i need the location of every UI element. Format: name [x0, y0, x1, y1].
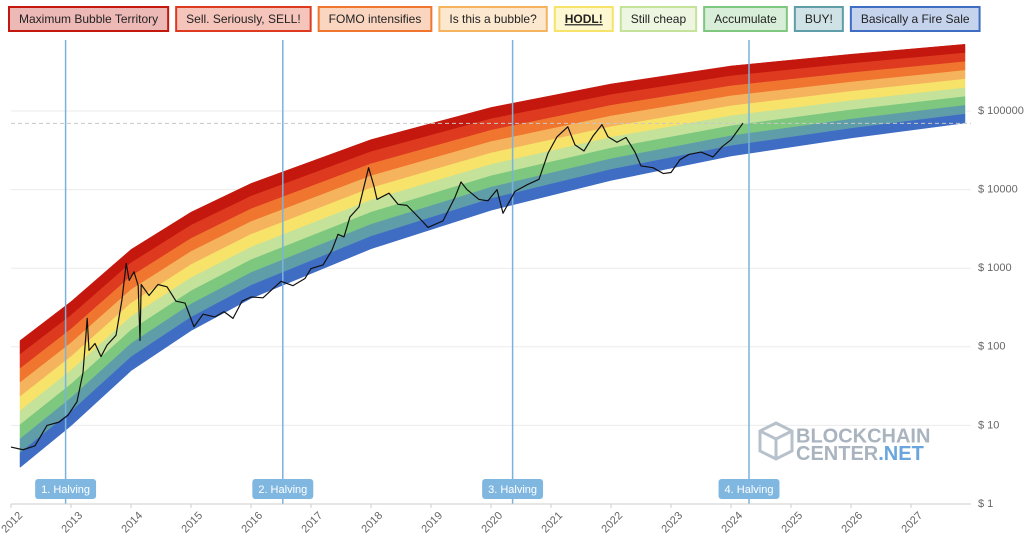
watermark: BLOCKCHAIN CENTER.NET [758, 421, 930, 465]
x-tick-label: 2027 [899, 510, 925, 536]
x-tick-label: 2026 [839, 510, 865, 536]
y-tick-label: $ 10000 [978, 183, 1018, 195]
legend-label[interactable]: Maximum Bubble Territory [19, 12, 158, 26]
halving-label-box [252, 479, 314, 499]
legend-item[interactable]: Basically a Fire Sale [849, 6, 981, 32]
watermark-cube-edges [759, 429, 793, 459]
y-tick-label: $ 10 [978, 419, 999, 431]
halving-label-box [718, 479, 780, 499]
band-floor [19, 122, 966, 468]
halving-label: 1. Halving [41, 484, 90, 496]
x-tick-label: 2012 [0, 510, 25, 536]
x-tick-label: 2021 [539, 510, 565, 536]
legend-label[interactable]: Accumulate [714, 12, 777, 26]
x-tick-label: 2017 [299, 510, 325, 536]
x-tick-label: 2019 [419, 510, 445, 536]
x-tick-label: 2013 [59, 510, 85, 536]
legend-box[interactable] [175, 6, 312, 32]
x-tick-label: 2014 [119, 510, 145, 536]
watermark-center: CENTER [796, 443, 879, 465]
legend-label[interactable]: Is this a bubble? [449, 12, 537, 26]
watermark-icon [758, 421, 794, 461]
x-tick-label: 2025 [779, 510, 805, 536]
legend-box[interactable] [438, 6, 548, 32]
legend-label[interactable]: FOMO intensifies [329, 12, 422, 26]
x-tick-label: 2018 [359, 510, 385, 536]
x-tick-label: 2020 [479, 510, 505, 536]
legend-box[interactable] [8, 6, 170, 32]
price-line [10, 122, 744, 451]
legend-label[interactable]: Sell. Seriously, SELL! [186, 12, 301, 26]
halving-label-box [35, 479, 97, 499]
legend-box[interactable] [553, 6, 614, 32]
x-tick-label: 2015 [179, 510, 205, 536]
legend-item[interactable]: Still cheap [619, 6, 698, 32]
legend-item[interactable]: FOMO intensifies [317, 6, 433, 32]
halving-label-box [482, 479, 544, 499]
legend-box[interactable] [619, 6, 698, 32]
bands-layer [19, 43, 966, 468]
y-tick-label: $ 1 [978, 498, 993, 510]
legend-item[interactable]: BUY! [793, 6, 844, 32]
halving-label: 2. Halving [258, 484, 307, 496]
legend-box[interactable] [703, 6, 788, 32]
halving-label: 4. Halving [725, 484, 774, 496]
legend-label[interactable]: HODL! [565, 12, 603, 26]
legend-label[interactable]: Basically a Fire Sale [861, 12, 970, 26]
halving-label: 3. Halving [488, 484, 537, 496]
y-tick-label: $ 1000 [978, 262, 1012, 274]
y-tick-label: $ 100000 [978, 105, 1024, 117]
x-tick-label: 2024 [719, 510, 745, 536]
x-tick-label: 2022 [599, 510, 625, 536]
legend-item[interactable]: HODL! [553, 6, 614, 32]
lines-layer: 1. Halving 2. Halving 3. Halving 4. Halving [10, 40, 971, 504]
legend-box[interactable] [317, 6, 433, 32]
watermark-line2: CENTER.NET [796, 443, 924, 465]
x-tick-label: 2016 [239, 510, 265, 536]
legend-box[interactable] [849, 6, 981, 32]
legend-label[interactable]: BUY! [805, 12, 833, 26]
legend-item[interactable]: Is this a bubble? [438, 6, 548, 32]
y-tick-label: $ 100 [978, 341, 1006, 353]
x-tick-label: 2023 [659, 510, 685, 536]
legend-box[interactable] [793, 6, 844, 32]
legend-item[interactable]: Accumulate [703, 6, 788, 32]
legend: Maximum Bubble Territory Sell. Seriously,… [8, 6, 981, 32]
legend-label[interactable]: Still cheap [631, 12, 687, 26]
watermark-line1: BLOCKCHAIN [796, 425, 930, 447]
watermark-net: .NET [878, 443, 924, 465]
legend-item[interactable]: Maximum Bubble Territory [8, 6, 170, 32]
legend-item[interactable]: Sell. Seriously, SELL! [175, 6, 312, 32]
